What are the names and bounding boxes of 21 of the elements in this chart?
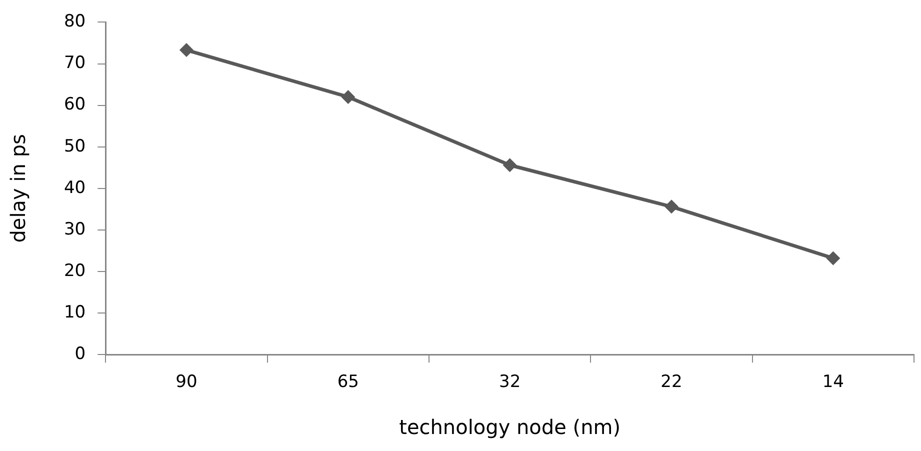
y-tick-label: 0 <box>74 344 86 364</box>
point <box>341 90 356 104</box>
y-tick-label: 70 <box>64 53 86 74</box>
x-tick-label: 90 <box>176 372 198 392</box>
y-tick-label: 10 <box>64 302 86 322</box>
y-tick-label: 60 <box>64 94 86 115</box>
point <box>664 200 678 214</box>
y-axis-title: delay in ps <box>6 134 30 243</box>
y-tick-label: 20 <box>64 260 86 281</box>
x-tick-label: 14 <box>822 372 844 392</box>
x-tick-label: 22 <box>660 372 682 392</box>
y-tick-label: 30 <box>64 219 86 240</box>
point <box>826 251 840 266</box>
x-tick-label: 65 <box>337 372 359 392</box>
point <box>502 158 517 172</box>
x-axis-title: technology node (nm) <box>399 415 621 440</box>
y-tick-label: 80 <box>64 12 86 32</box>
x-tick-label: 32 <box>498 372 521 392</box>
y-tick-label: 40 <box>64 178 86 198</box>
y-tick-label: 50 <box>64 136 86 156</box>
point <box>179 43 194 58</box>
